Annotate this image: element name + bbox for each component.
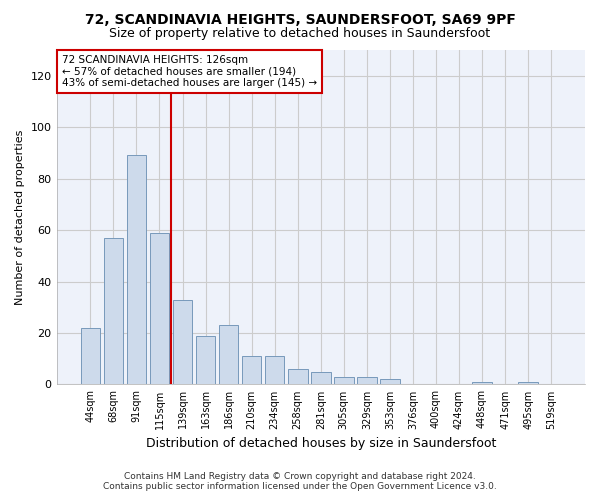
Bar (127, 156, 146, 384)
Text: 72, SCANDINAVIA HEIGHTS, SAUNDERSFOOT, SA69 9PF: 72, SCANDINAVIA HEIGHTS, SAUNDERSFOOT, S… (85, 12, 515, 26)
Bar (334, 376, 353, 384)
Bar (80, 328, 100, 384)
Text: Contains HM Land Registry data © Crown copyright and database right 2024.
Contai: Contains HM Land Registry data © Crown c… (103, 472, 497, 491)
X-axis label: Distribution of detached houses by size in Saundersfoot: Distribution of detached houses by size … (146, 437, 496, 450)
Bar (149, 232, 169, 384)
Bar (288, 369, 308, 384)
Text: 72 SCANDINAVIA HEIGHTS: 126sqm
← 57% of detached houses are smaller (194)
43% of: 72 SCANDINAVIA HEIGHTS: 126sqm ← 57% of … (62, 55, 317, 88)
Bar (265, 356, 284, 384)
Bar (104, 238, 123, 384)
Bar (380, 380, 400, 384)
Bar (311, 372, 331, 384)
Bar (357, 376, 377, 384)
Bar (518, 382, 538, 384)
Bar (219, 326, 238, 384)
Y-axis label: Number of detached properties: Number of detached properties (15, 130, 25, 305)
Bar (173, 300, 193, 384)
Bar (472, 382, 492, 384)
Text: Size of property relative to detached houses in Saundersfoot: Size of property relative to detached ho… (109, 28, 491, 40)
Bar (196, 336, 215, 384)
Bar (242, 356, 262, 384)
